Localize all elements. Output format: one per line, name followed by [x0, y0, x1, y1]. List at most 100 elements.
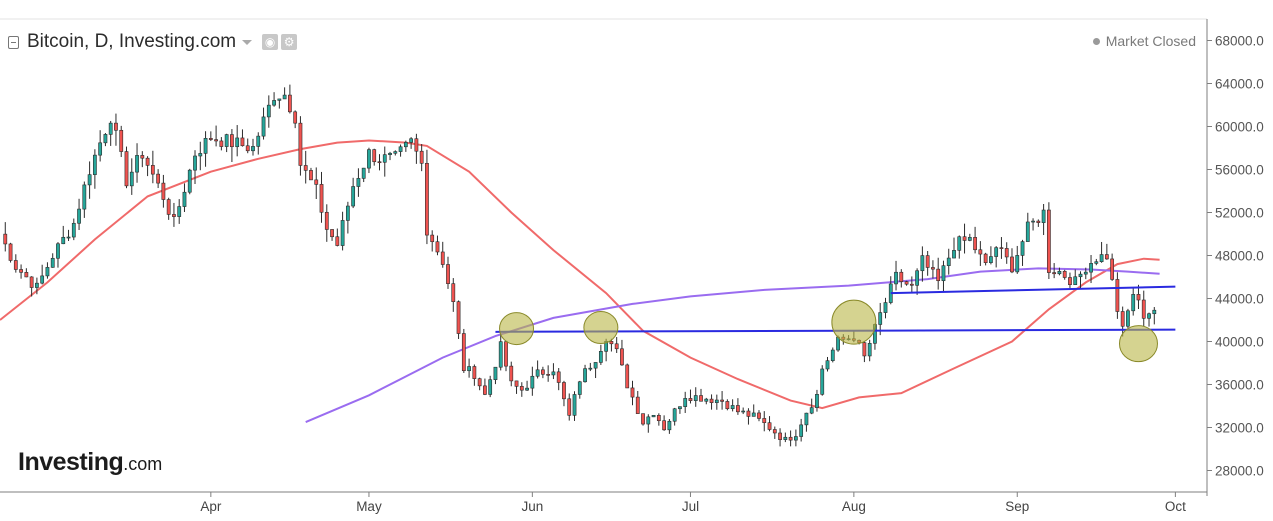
candle	[235, 125, 240, 157]
candle	[219, 137, 224, 151]
candle	[356, 168, 361, 197]
highlight-marker	[831, 299, 877, 345]
candle	[999, 237, 1004, 259]
x-tick-label: Oct	[1165, 499, 1186, 514]
candle	[1094, 258, 1099, 266]
candle	[662, 415, 666, 431]
candle	[704, 397, 709, 405]
candle	[620, 339, 624, 366]
market-status-label: Market Closed	[1105, 33, 1196, 49]
candle	[303, 150, 308, 184]
highlight-marker	[499, 312, 535, 346]
candle	[646, 414, 651, 433]
candle	[182, 183, 187, 212]
candle	[13, 254, 18, 273]
candle	[277, 98, 282, 109]
candle	[245, 138, 250, 154]
candle	[667, 419, 672, 434]
y-tick-label: 32000.0	[1215, 421, 1264, 436]
candle	[577, 380, 582, 399]
candle	[456, 300, 461, 339]
candle	[746, 408, 751, 425]
candle	[314, 167, 319, 199]
candle	[498, 333, 503, 371]
candle	[978, 241, 983, 266]
candle	[1136, 284, 1141, 310]
candle	[635, 390, 640, 414]
candle	[1115, 272, 1120, 319]
candle	[551, 363, 556, 380]
candle	[129, 158, 134, 195]
candle	[788, 430, 793, 447]
candle	[1078, 271, 1083, 289]
candle	[809, 398, 814, 415]
chevron-down-icon[interactable]	[242, 39, 253, 45]
candle	[593, 362, 598, 379]
gear-icon[interactable]: ⚙	[281, 34, 298, 50]
candle	[804, 412, 809, 432]
logo-main: Investing	[18, 448, 124, 476]
candle	[361, 167, 366, 183]
candle	[45, 262, 50, 279]
y-tick-label: 60000.0	[1215, 120, 1264, 135]
candle	[1126, 308, 1130, 329]
candle	[377, 154, 382, 171]
y-tick-label: 68000.0	[1215, 34, 1264, 49]
candle	[440, 241, 445, 268]
candle	[725, 399, 730, 411]
candle	[1073, 269, 1078, 285]
candle	[883, 297, 888, 319]
collapse-icon[interactable]	[8, 35, 19, 49]
candle	[862, 341, 867, 363]
candle	[388, 151, 392, 161]
candle	[367, 147, 371, 174]
candle	[177, 199, 182, 224]
candle	[815, 389, 819, 412]
candle	[393, 150, 398, 156]
candle	[309, 167, 313, 181]
candle	[909, 276, 914, 294]
x-tick-label: Aug	[842, 499, 866, 514]
resistance-line	[890, 285, 1176, 295]
candle	[161, 174, 166, 208]
candle	[757, 410, 761, 422]
status-dot-icon	[1092, 37, 1100, 45]
candle	[920, 246, 925, 282]
candle	[525, 380, 529, 391]
visibility-icon[interactable]: ◉	[262, 34, 279, 50]
candle	[8, 242, 13, 263]
candle	[193, 150, 197, 185]
candle	[187, 168, 192, 195]
investing-logo: Investing .com	[18, 448, 162, 477]
y-tick-label: 48000.0	[1215, 249, 1264, 264]
candle	[556, 368, 561, 391]
chart-title: Bitcoin, D, Investing.com	[27, 31, 237, 52]
candle	[1046, 202, 1051, 279]
candle	[583, 364, 587, 383]
candle	[461, 328, 466, 373]
candle	[114, 113, 118, 146]
candle	[1152, 307, 1157, 325]
candle	[699, 388, 703, 402]
y-tick-label: 64000.0	[1215, 77, 1264, 92]
y-tick-label: 36000.0	[1215, 378, 1264, 393]
candle	[899, 269, 904, 288]
candle	[1083, 267, 1088, 280]
candle	[135, 143, 139, 183]
candle	[783, 432, 788, 443]
candle	[483, 378, 487, 396]
candle	[1020, 239, 1025, 266]
candle	[145, 156, 150, 177]
candle	[688, 389, 693, 404]
candle	[230, 129, 234, 162]
candle	[425, 149, 429, 245]
candle	[261, 107, 266, 140]
candle	[989, 246, 993, 265]
x-tick-label: Sep	[1005, 499, 1029, 514]
candle	[56, 242, 60, 268]
candle	[351, 177, 356, 209]
candle	[403, 140, 408, 152]
